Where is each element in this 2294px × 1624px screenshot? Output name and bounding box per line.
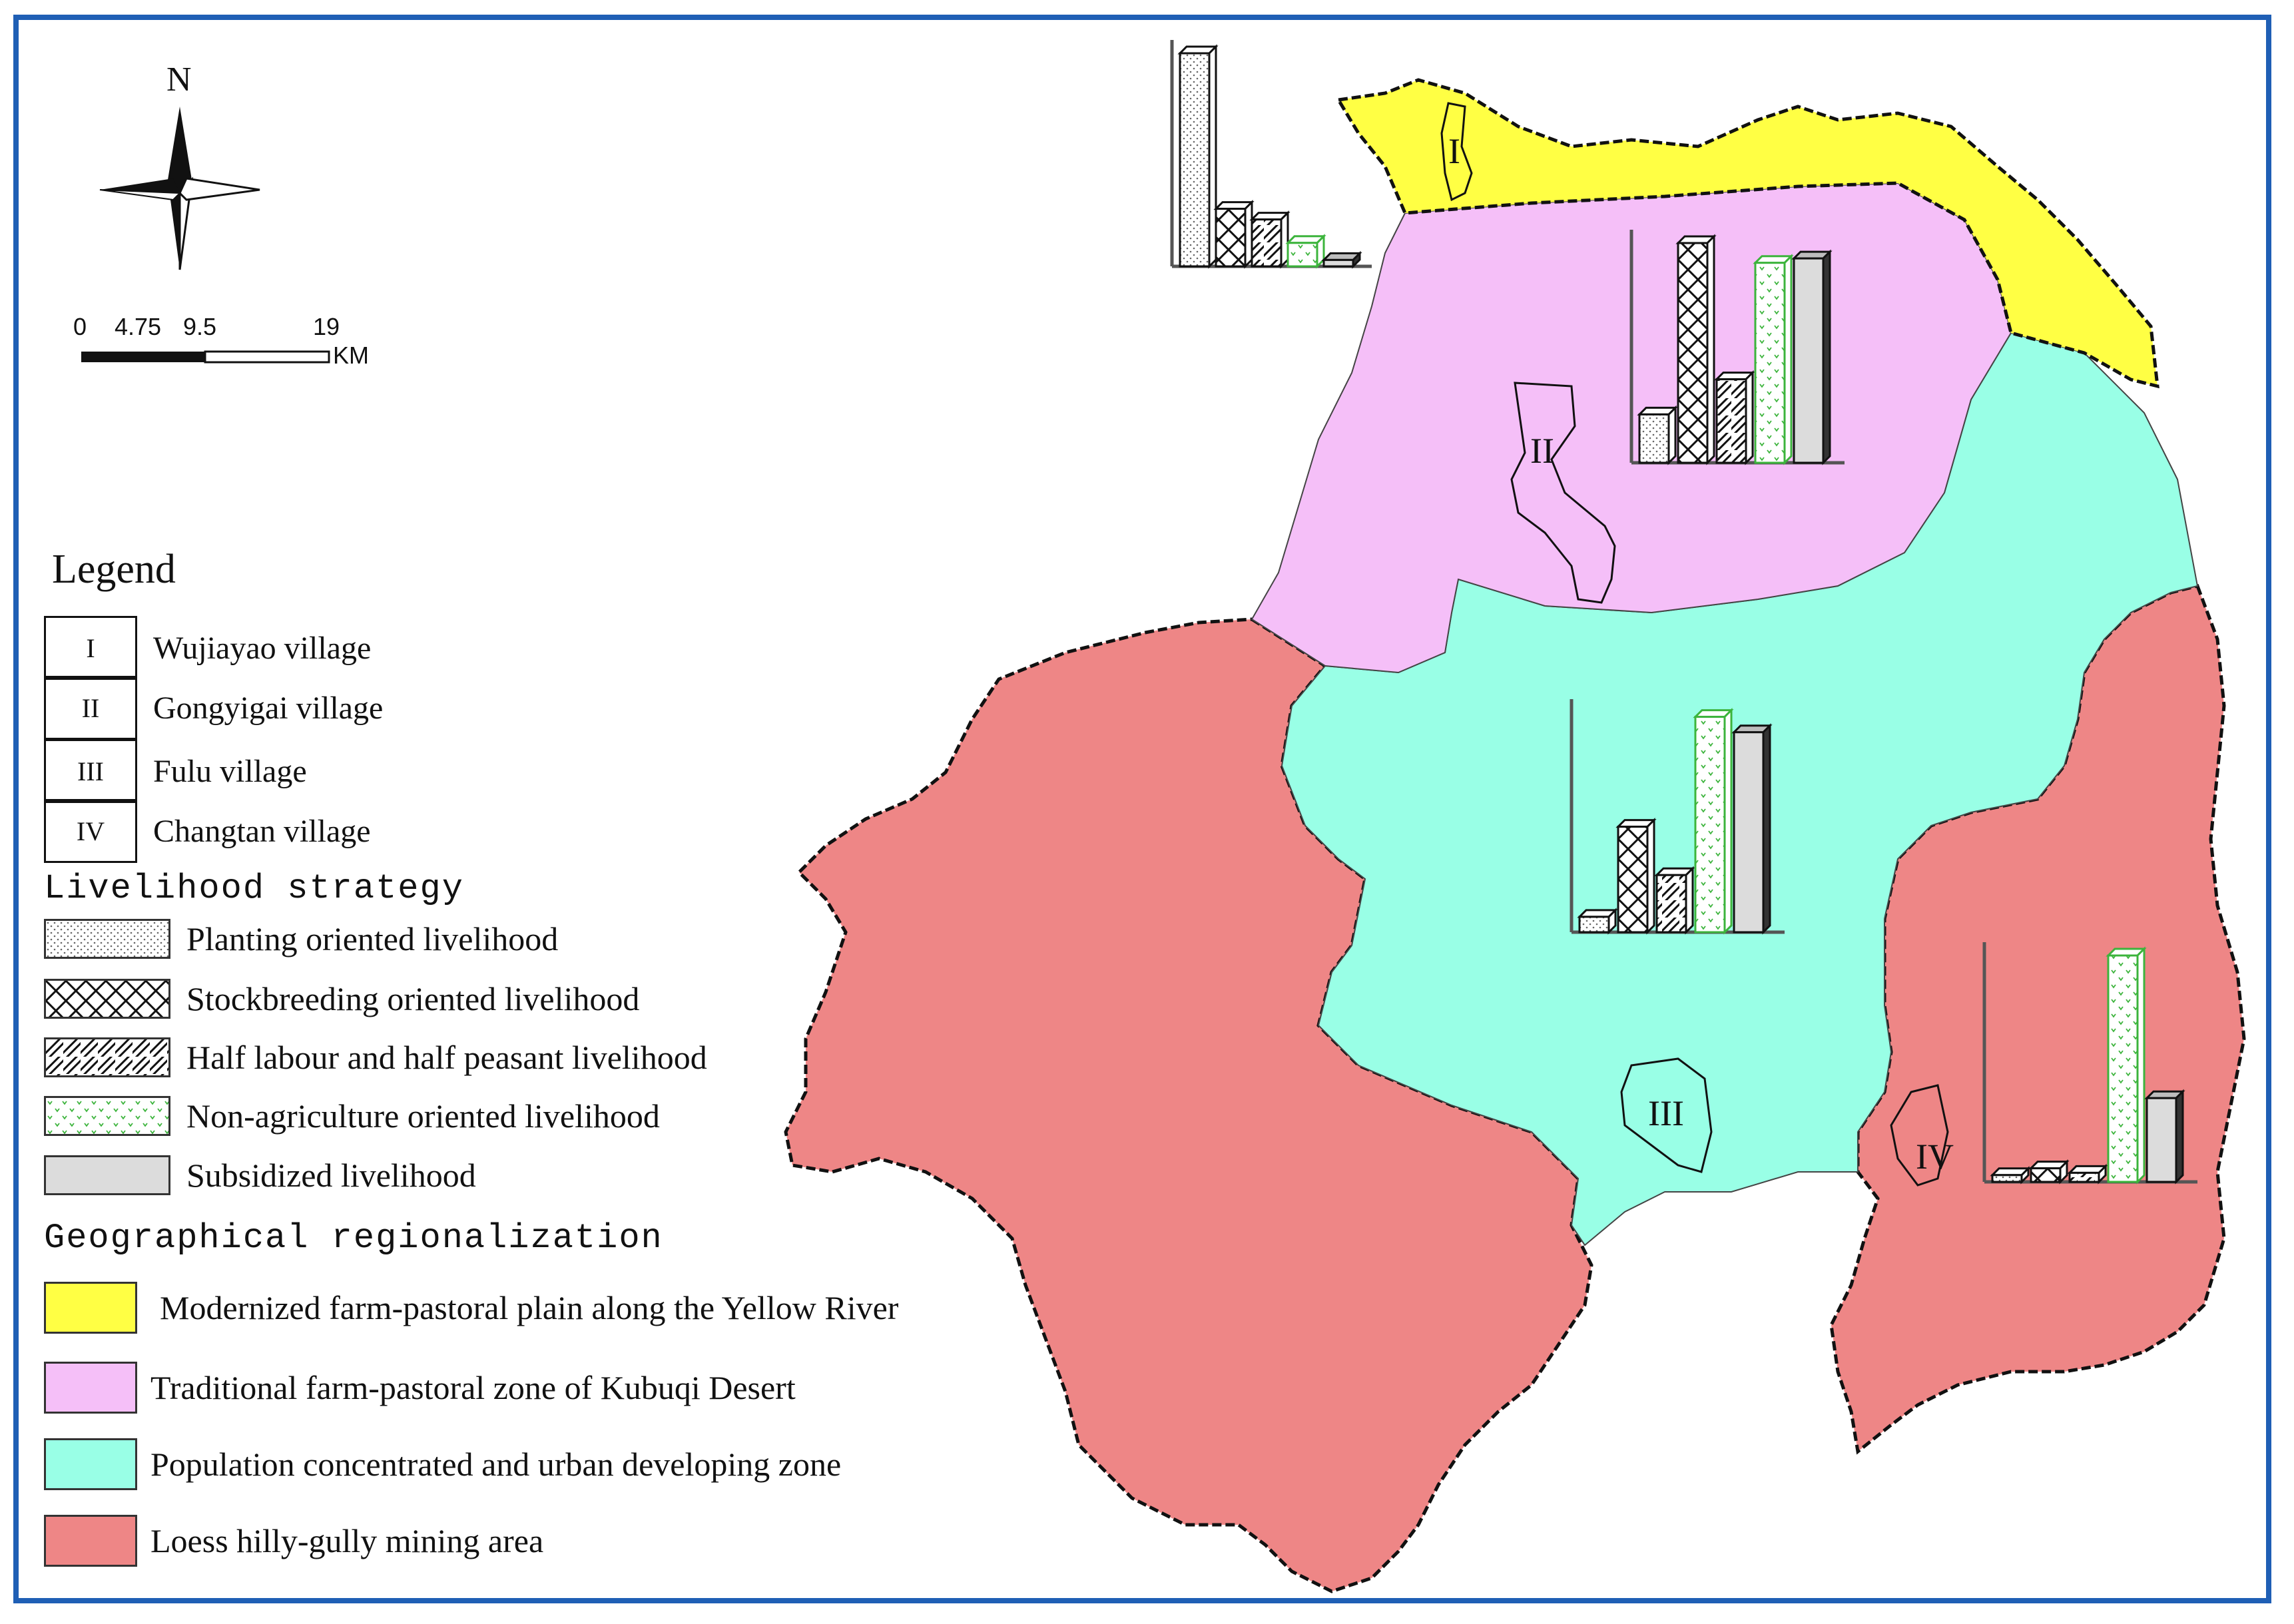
region-label: Modernized farm-pastoral plain along the… — [160, 1289, 899, 1326]
scale-bar — [81, 350, 330, 364]
bar-planting — [1177, 44, 1219, 269]
livelihood-label: Stockbreeding oriented livelihood — [186, 980, 640, 1017]
legend-region-row: Population concentrated and urban develo… — [44, 1438, 841, 1490]
subsidized-swatch — [44, 1155, 170, 1195]
bar-subsidized — [1791, 249, 1833, 465]
village-outline-I — [1440, 102, 1473, 202]
village-outline-II — [1510, 382, 1616, 604]
village-label: Gongyigai village — [153, 690, 384, 726]
region-loess-east — [1829, 584, 2246, 1455]
stockbreeding-swatch — [44, 979, 170, 1019]
bar-non-agriculture — [1753, 254, 1794, 465]
village-marker-III: III — [1648, 1093, 1684, 1133]
village-label: Changtan village — [153, 813, 371, 849]
bar-planting — [1990, 1166, 2031, 1185]
livelihood-label: Subsidized livelihood — [186, 1157, 476, 1194]
bar-stockbreeding — [1213, 199, 1255, 269]
region-section-title: Geographical regionalization — [44, 1218, 663, 1258]
legend-livelihood-row: Stockbreeding oriented livelihood — [44, 979, 639, 1019]
village-symbol-box: I — [44, 616, 137, 680]
legend-title: Legend — [52, 547, 176, 592]
chart-village-III — [1570, 699, 1785, 935]
legend-livelihood-row: Non-agriculture oriented livelihood — [44, 1096, 660, 1136]
bar-subsidized — [1321, 250, 1362, 269]
village-marker-IV: IV — [1916, 1137, 1954, 1177]
region-swatch-urban — [44, 1438, 137, 1490]
scale-unit: KM — [333, 342, 369, 369]
scale-tick-3: 19 — [313, 313, 340, 340]
chart-village-II — [1629, 230, 1845, 465]
chart-village-I — [1170, 40, 1372, 269]
livelihood-label: Non-agriculture oriented livelihood — [186, 1097, 660, 1135]
bar-subsidized — [1731, 723, 1773, 935]
planting-swatch — [44, 919, 170, 959]
region-swatch-yellow-river — [44, 1282, 137, 1334]
livelihood-label: Planting oriented livelihood — [186, 920, 559, 957]
bar-non-agriculture — [1285, 234, 1326, 269]
bar-stockbreeding — [2028, 1159, 2070, 1185]
bar-planting — [1637, 405, 1678, 465]
legend-region-row: Loess hilly-gully mining area — [44, 1515, 543, 1567]
bar-non-agriculture — [2106, 946, 2147, 1185]
bar-half-labour-and-half-peasant — [1654, 866, 1695, 935]
non-agriculture-swatch — [44, 1096, 170, 1136]
bar-planting — [1577, 908, 1618, 935]
bar-non-agriculture — [1693, 707, 1734, 935]
village-outline-IV — [1890, 1084, 1949, 1187]
bar-half-labour-and-half-peasant — [1249, 210, 1290, 269]
scale-tick-0: 0 — [73, 313, 87, 340]
livelihood-label: Half labour and half peasant livelihood — [186, 1039, 707, 1076]
chart-village-IV — [1982, 942, 2197, 1185]
legend-livelihood-row: Planting oriented livelihood — [44, 919, 558, 959]
legend-village-row: IV Changtan village — [44, 799, 371, 863]
bar-subsidized — [2144, 1089, 2185, 1185]
village-label: Wujiayao village — [153, 630, 372, 666]
legend-village-row: II Gongyigai village — [44, 676, 383, 740]
legend-village-row: I Wujiayao village — [44, 616, 371, 680]
village-marker-II: II — [1530, 431, 1554, 471]
bar-half-labour-and-half-peasant — [1714, 370, 1755, 465]
region-yellow-river — [1335, 78, 2159, 389]
map-frame — [13, 15, 2271, 1603]
region-label: Traditional farm-pastoral zone of Kubuqi… — [150, 1369, 796, 1406]
village-symbol-box: III — [44, 739, 137, 803]
region-swatch-kubuqi — [44, 1362, 137, 1414]
legend-region-row: Modernized farm-pastoral plain along the… — [44, 1282, 898, 1334]
village-symbol-box: II — [44, 676, 137, 740]
legend-village-row: III Fulu village — [44, 739, 307, 803]
village-outline-III — [1620, 1057, 1713, 1173]
village-marker-I: I — [1448, 131, 1460, 171]
legend-livelihood-row: Subsidized livelihood — [44, 1155, 476, 1195]
bar-stockbreeding — [1675, 234, 1717, 465]
bar-stockbreeding — [1615, 817, 1657, 935]
region-label: Loess hilly-gully mining area — [150, 1522, 544, 1559]
legend-livelihood-row: Half labour and half peasant livelihood — [44, 1037, 707, 1077]
livelihood-charts — [1170, 40, 2197, 1185]
scale-tick-2: 9.5 — [183, 313, 217, 340]
region-swatch-loess — [44, 1515, 137, 1567]
north-arrow-icon — [99, 107, 260, 270]
livelihood-section-title: Livelihood strategy — [44, 869, 464, 908]
legend-region-row: Traditional farm-pastoral zone of Kubuqi… — [44, 1362, 796, 1414]
village-label: Fulu village — [153, 753, 307, 789]
north-label: N — [166, 61, 192, 99]
scale-tick-1: 4.75 — [115, 313, 162, 340]
half-labour-swatch — [44, 1037, 170, 1077]
village-symbol-box: IV — [44, 799, 137, 863]
bar-half-labour-and-half-peasant — [2067, 1163, 2108, 1185]
region-label: Population concentrated and urban develo… — [150, 1446, 842, 1483]
